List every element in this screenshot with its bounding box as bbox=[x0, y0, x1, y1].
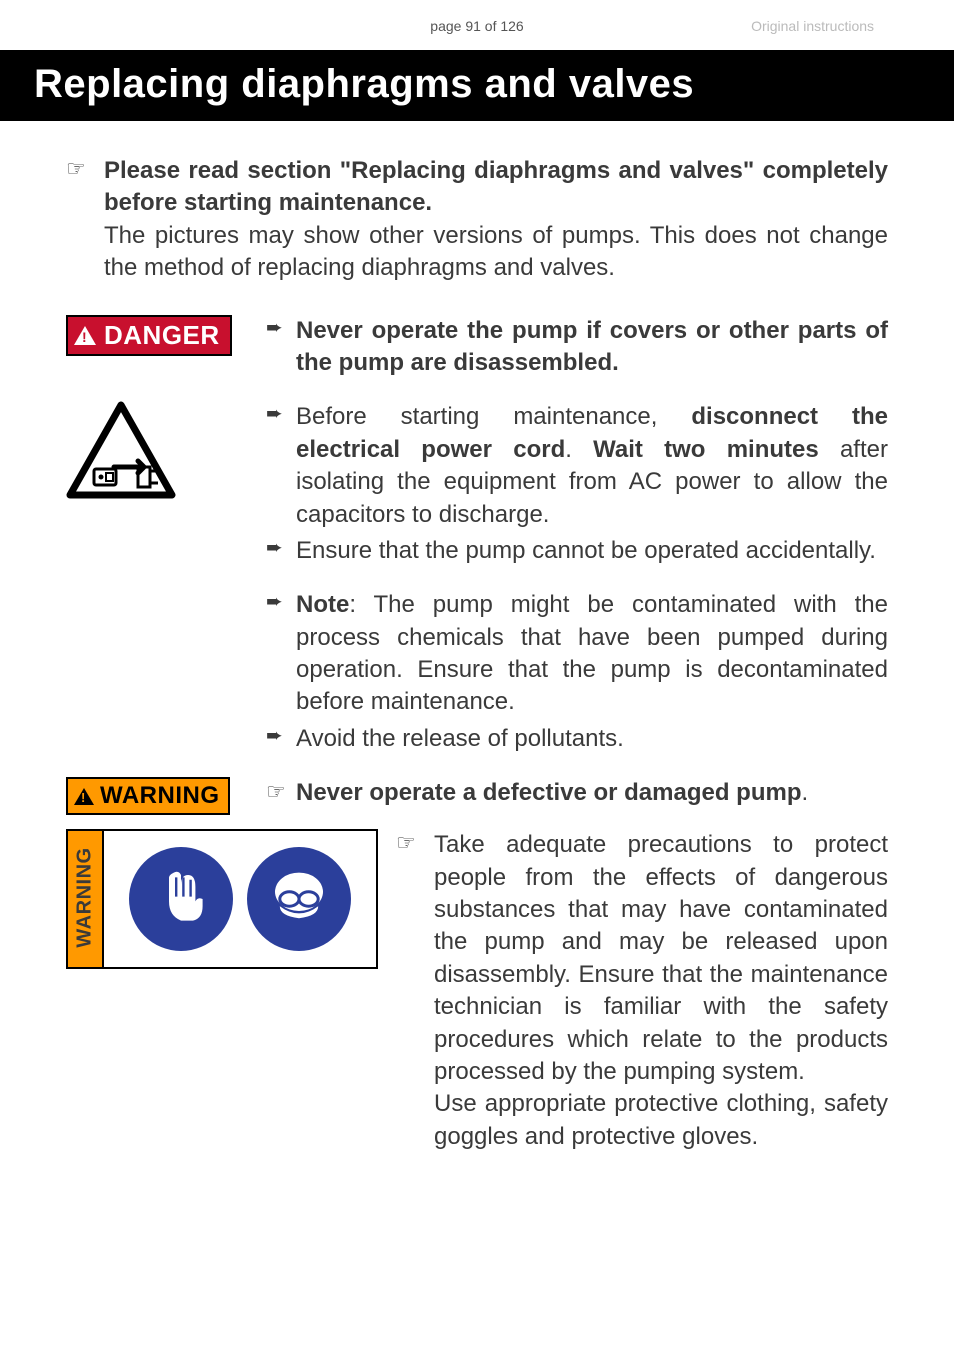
ppe-body: Take adequate precautions to protect peo… bbox=[434, 829, 888, 1153]
elec-b1-pre: Before starting maintenance, bbox=[296, 403, 691, 430]
doc-label: Original instructions bbox=[609, 18, 874, 34]
pointer-icon: ☞ bbox=[66, 155, 104, 285]
ppe-box: WARNING bbox=[66, 829, 378, 969]
elec-b1-mid: . bbox=[565, 436, 593, 463]
page-indicator: page 91 of 126 bbox=[345, 18, 610, 34]
page-header: page 91 of 126 Original instructions bbox=[0, 0, 954, 34]
danger-label-text: DANGER bbox=[104, 320, 220, 351]
ppe-side-text: WARNING bbox=[74, 847, 97, 947]
pointer-icon: ☞ bbox=[396, 829, 434, 1153]
arrow-icon: ➨ bbox=[266, 401, 296, 531]
ppe-row: WARNING bbox=[66, 829, 888, 1153]
danger-label: DANGER bbox=[66, 315, 232, 356]
danger-row: DANGER ➨ Never operate the pump if cover… bbox=[66, 315, 888, 384]
arrow-icon: ➨ bbox=[266, 723, 296, 755]
danger-body: Never operate the pump if covers or othe… bbox=[296, 315, 888, 380]
pointer-icon: ☞ bbox=[266, 777, 296, 809]
ppe-text: ☞ Take adequate precautions to protect p… bbox=[396, 829, 888, 1153]
alert-triangle-icon bbox=[74, 326, 96, 345]
elec-b1-bold2: Wait two minutes bbox=[593, 436, 819, 463]
section-title: Replacing diaphragms and valves bbox=[0, 50, 954, 121]
header-left-spacer bbox=[80, 18, 345, 34]
arrow-icon: ➨ bbox=[266, 589, 296, 719]
gloves-icon bbox=[129, 847, 233, 951]
warning-suffix: . bbox=[802, 779, 809, 806]
ppe-para1: Take adequate precautions to protect peo… bbox=[434, 831, 888, 1085]
warning-label: WARNING bbox=[66, 777, 230, 815]
goggles-icon bbox=[247, 847, 351, 951]
electrical-text: ➨ Before starting maintenance, disconnec… bbox=[266, 401, 888, 759]
danger-icon-col: DANGER bbox=[66, 315, 266, 384]
arrow-icon: ➨ bbox=[266, 315, 296, 380]
warning-text: ☞ Never operate a defective or damaged p… bbox=[266, 777, 888, 815]
intro-body: The pictures may show other versions of … bbox=[104, 222, 888, 281]
warning-label-text: WARNING bbox=[100, 782, 220, 810]
elec-b3-bold: Note bbox=[296, 591, 349, 618]
danger-text: ➨ Never operate the pump if covers or ot… bbox=[266, 315, 888, 384]
elec-b3-post: : The pump might be contaminated with th… bbox=[296, 591, 888, 715]
ppe-icons bbox=[104, 831, 376, 967]
ppe-side-label: WARNING bbox=[68, 831, 104, 967]
warning-bold: Never operate a defective or damaged pum… bbox=[296, 779, 802, 806]
warning-icon-col: WARNING bbox=[66, 777, 266, 815]
intro-block: ☞ Please read section "Replacing diaphra… bbox=[66, 155, 888, 285]
electrical-row: ➨ Before starting maintenance, disconnec… bbox=[66, 401, 888, 759]
electrical-icon-col bbox=[66, 401, 266, 759]
warning-row: WARNING ☞ Never operate a defective or d… bbox=[66, 777, 888, 815]
intro-bold: Please read section "Replacing diaphragm… bbox=[104, 157, 888, 216]
alert-triangle-icon bbox=[74, 788, 94, 805]
elec-b3: Note: The pump might be contaminated wit… bbox=[296, 589, 888, 719]
ppe-para2: Use appropriate protective clothing, saf… bbox=[434, 1090, 888, 1149]
intro-text: Please read section "Replacing diaphragm… bbox=[104, 155, 888, 285]
arrow-icon: ➨ bbox=[266, 535, 296, 567]
elec-b1: Before starting maintenance, disconnect … bbox=[296, 401, 888, 531]
electrical-hazard-icon bbox=[66, 401, 266, 506]
warning-body: Never operate a defective or damaged pum… bbox=[296, 777, 888, 809]
elec-b2: Ensure that the pump cannot be operated … bbox=[296, 535, 888, 567]
elec-b4: Avoid the release of pollutants. bbox=[296, 723, 888, 755]
